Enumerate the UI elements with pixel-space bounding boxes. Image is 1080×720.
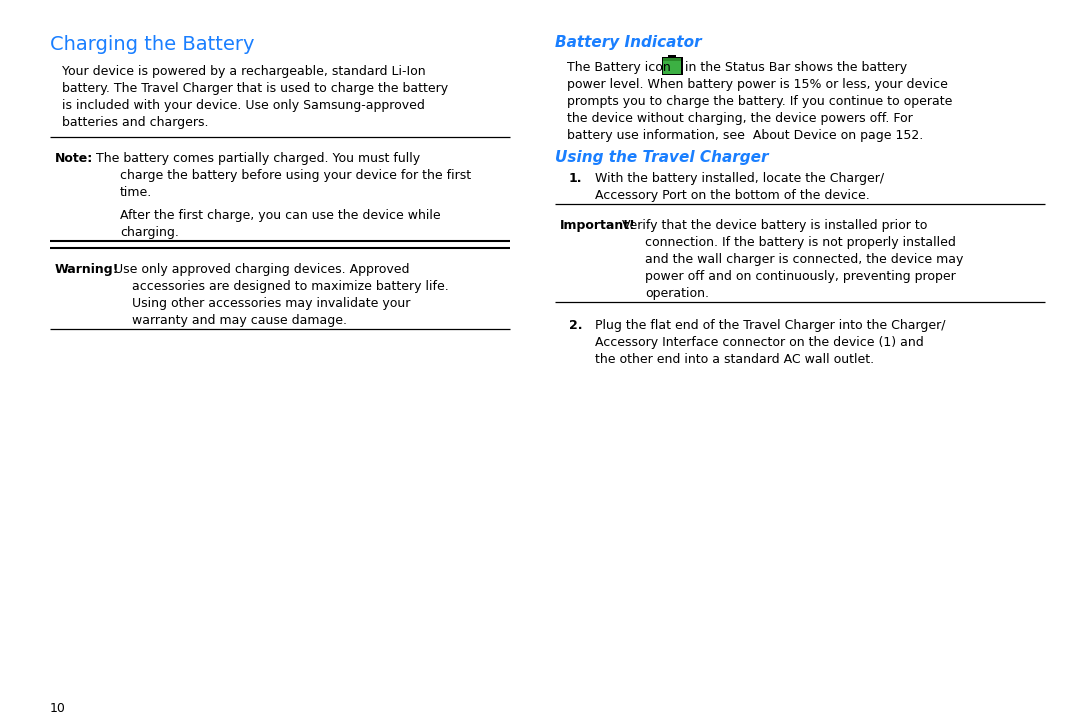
Text: charge the battery before using your device for the first: charge the battery before using your dev… [120, 169, 471, 182]
Text: Using the Travel Charger: Using the Travel Charger [555, 150, 769, 165]
Text: power off and on continuously, preventing proper: power off and on continuously, preventin… [645, 270, 956, 283]
Text: 10: 10 [50, 702, 66, 715]
Text: Charging the Battery: Charging the Battery [50, 35, 255, 54]
Text: the device without charging, the device powers off. For: the device without charging, the device … [567, 112, 913, 125]
Text: power level. When battery power is 15% or less, your device: power level. When battery power is 15% o… [567, 78, 948, 91]
Text: Warning!: Warning! [55, 263, 120, 276]
Text: Accessory Interface connector on the device (1) and: Accessory Interface connector on the dev… [595, 336, 923, 349]
Text: The battery comes partially charged. You must fully: The battery comes partially charged. You… [92, 152, 420, 165]
Bar [661, 57, 683, 75]
Text: operation.: operation. [645, 287, 708, 300]
Text: accessories are designed to maximize battery life.: accessories are designed to maximize bat… [132, 280, 449, 293]
Text: Verify that the device battery is installed prior to: Verify that the device battery is instal… [618, 219, 928, 232]
Text: in the Status Bar shows the battery: in the Status Bar shows the battery [685, 61, 907, 74]
Bar [663, 58, 681, 74]
Bar [669, 55, 676, 58]
Text: Your device is powered by a rechargeable, standard Li-Ion: Your device is powered by a rechargeable… [62, 65, 426, 78]
Text: the other end into a standard AC wall outlet.: the other end into a standard AC wall ou… [595, 353, 874, 366]
Text: Important!: Important! [561, 219, 636, 232]
Text: and the wall charger is connected, the device may: and the wall charger is connected, the d… [645, 253, 963, 266]
Text: The Battery icon: The Battery icon [567, 61, 675, 74]
Text: is included with your device. Use only Samsung-approved: is included with your device. Use only S… [62, 99, 424, 112]
Text: prompts you to charge the battery. If you continue to operate: prompts you to charge the battery. If yo… [567, 95, 953, 108]
Text: 1.: 1. [569, 172, 582, 185]
Text: battery. The Travel Charger that is used to charge the battery: battery. The Travel Charger that is used… [62, 82, 448, 95]
Text: Note:: Note: [55, 152, 93, 165]
Text: connection. If the battery is not properly installed: connection. If the battery is not proper… [645, 236, 956, 249]
Text: Accessory Port on the bottom of the device.: Accessory Port on the bottom of the devi… [595, 189, 869, 202]
Text: batteries and chargers.: batteries and chargers. [62, 116, 208, 129]
Bar [663, 58, 681, 61]
Text: Use only approved charging devices. Approved: Use only approved charging devices. Appr… [110, 263, 409, 276]
Text: battery use information, see  About Device on page 152.: battery use information, see About Devic… [567, 129, 923, 142]
Text: time.: time. [120, 186, 152, 199]
Text: After the first charge, you can use the device while: After the first charge, you can use the … [120, 209, 441, 222]
Text: warranty and may cause damage.: warranty and may cause damage. [132, 314, 347, 327]
Text: Battery Indicator: Battery Indicator [555, 35, 702, 50]
Text: charging.: charging. [120, 226, 179, 239]
Text: With the battery installed, locate the Charger/: With the battery installed, locate the C… [595, 172, 885, 185]
Text: 2.: 2. [569, 319, 582, 332]
Text: Plug the flat end of the Travel Charger into the Charger/: Plug the flat end of the Travel Charger … [595, 319, 945, 332]
Text: Using other accessories may invalidate your: Using other accessories may invalidate y… [132, 297, 410, 310]
